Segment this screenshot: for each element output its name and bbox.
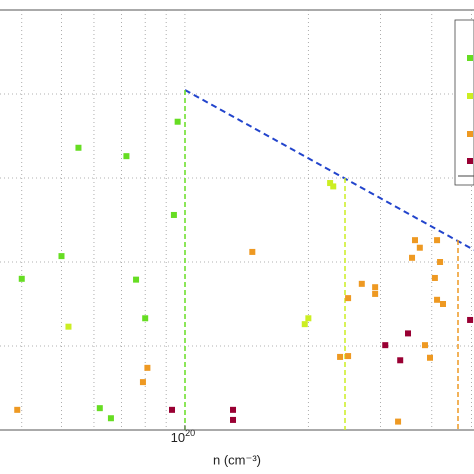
point [440, 301, 447, 307]
point [96, 405, 103, 412]
point [133, 276, 140, 283]
marks [14, 118, 474, 425]
point [75, 144, 82, 151]
point [230, 406, 237, 413]
point [426, 354, 433, 361]
point [170, 211, 177, 218]
point [18, 275, 25, 282]
x-tick-label-exponent: 20 [185, 428, 195, 438]
point [330, 183, 337, 190]
x-axis-label: n (cm⁻³) [213, 452, 261, 467]
point [395, 418, 402, 425]
legend-marker [467, 131, 473, 137]
point [382, 342, 389, 349]
point [345, 353, 352, 360]
point [434, 237, 441, 244]
point [434, 296, 441, 303]
point [467, 316, 474, 323]
legend-marker [467, 93, 473, 99]
legend-marker [467, 55, 473, 61]
point [337, 353, 344, 360]
bound-line [184, 89, 474, 251]
point [411, 237, 418, 244]
point [405, 330, 412, 337]
point [144, 364, 151, 371]
point [174, 118, 181, 125]
x-tick-label-base: 10 [171, 430, 185, 445]
point [305, 315, 312, 322]
point [421, 342, 428, 349]
point [107, 415, 114, 422]
point [123, 153, 130, 160]
point [58, 253, 65, 260]
point [437, 259, 444, 265]
point [409, 254, 416, 261]
grid [0, 10, 474, 430]
legend-box [454, 19, 474, 186]
point [142, 315, 149, 322]
point [169, 406, 176, 413]
x-tick-label: 1020 [171, 428, 195, 445]
point [416, 244, 423, 251]
point [65, 323, 72, 330]
point [372, 284, 379, 291]
point [345, 295, 352, 302]
point [139, 379, 146, 386]
point [358, 280, 365, 287]
point [327, 180, 334, 187]
point [372, 290, 379, 297]
point [14, 406, 21, 413]
point [397, 357, 404, 364]
point [249, 248, 256, 255]
point [301, 321, 308, 328]
point [431, 274, 438, 281]
legend-marker [467, 158, 473, 164]
point [230, 416, 237, 423]
